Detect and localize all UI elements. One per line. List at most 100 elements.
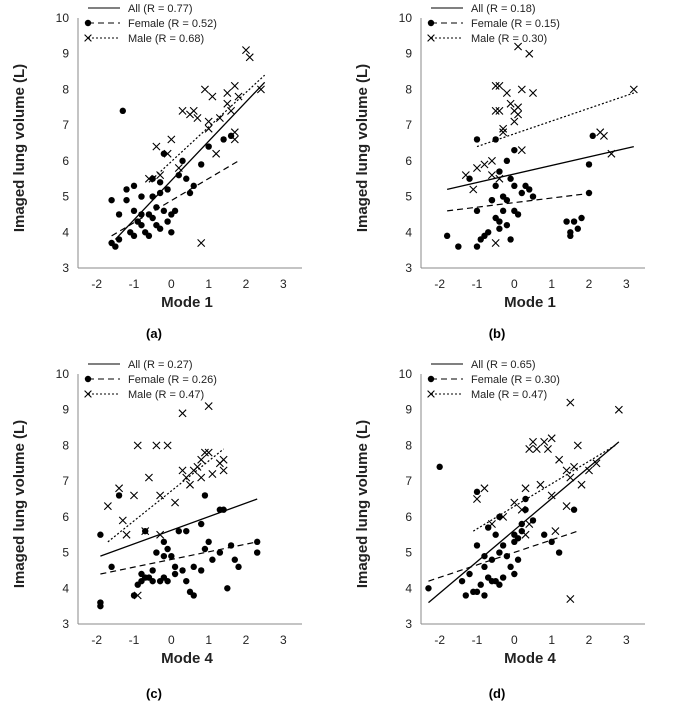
male-point xyxy=(197,473,206,482)
female-point xyxy=(254,538,261,546)
male-point xyxy=(219,466,228,475)
y-tick-label: 7 xyxy=(405,118,412,132)
female-point xyxy=(492,182,499,190)
female-point xyxy=(541,531,548,538)
y-tick-label: 10 xyxy=(56,367,70,381)
male-point xyxy=(163,149,172,158)
x-tick-label: 3 xyxy=(623,277,630,291)
male-point xyxy=(234,92,243,101)
male-point xyxy=(585,466,593,475)
male-point xyxy=(469,185,478,194)
male-point xyxy=(547,434,556,443)
female-point xyxy=(97,599,104,606)
male-point xyxy=(506,99,515,108)
male-point xyxy=(242,46,250,55)
female-point xyxy=(496,581,503,588)
x-tick-label: -1 xyxy=(472,277,483,291)
trendline-dashed xyxy=(428,530,578,582)
male-point xyxy=(487,520,496,528)
female-point xyxy=(499,542,507,549)
male-point xyxy=(607,149,616,158)
x-axis-title: Mode 1 xyxy=(504,294,556,311)
y-tick-label: 4 xyxy=(62,581,69,595)
male-point xyxy=(227,106,236,115)
female-point xyxy=(108,563,115,571)
panel-label-d: (d) xyxy=(488,686,506,701)
female-point xyxy=(462,592,469,599)
x-axis-title: Mode 4 xyxy=(161,650,213,667)
female-point xyxy=(436,463,443,471)
y-tick-label: 8 xyxy=(405,438,412,452)
female-point xyxy=(496,549,503,556)
female-point xyxy=(145,232,153,240)
trendline-dotted xyxy=(107,448,224,543)
female-point xyxy=(149,193,156,200)
male-point xyxy=(577,480,586,489)
female-point xyxy=(149,577,156,585)
y-tick-label: 4 xyxy=(405,225,412,239)
female-point xyxy=(186,189,194,197)
male-point xyxy=(573,441,582,450)
male-point xyxy=(186,480,194,489)
male-point xyxy=(208,92,217,101)
male-point xyxy=(521,530,530,539)
female-point xyxy=(499,207,507,215)
female-point xyxy=(425,585,432,592)
female-point xyxy=(570,506,578,513)
female-point xyxy=(205,143,212,150)
male-point xyxy=(174,164,183,172)
female-point xyxy=(168,211,175,218)
trendline-solid xyxy=(446,145,634,191)
male-point xyxy=(256,85,265,94)
male-point xyxy=(499,512,508,521)
female-point xyxy=(115,211,123,218)
x-tick-label: 0 xyxy=(168,633,175,647)
legend-label: All (R = 0.27) xyxy=(128,359,193,371)
female-point xyxy=(156,225,164,232)
female-point xyxy=(123,186,130,193)
male-point xyxy=(517,85,526,94)
female-point xyxy=(138,211,145,218)
legend-label: Female (R = 0.52) xyxy=(128,18,217,30)
female-point xyxy=(224,585,231,592)
legend-label: Female (R = 0.15) xyxy=(471,18,560,30)
female-point xyxy=(503,196,511,204)
male-point xyxy=(502,89,511,97)
legend-marker-dot xyxy=(427,375,435,383)
female-point xyxy=(138,221,145,229)
female-point xyxy=(160,538,168,546)
male-point xyxy=(514,110,523,119)
male-point xyxy=(197,239,206,247)
female-point xyxy=(473,207,481,215)
female-point xyxy=(585,189,593,197)
x-tick-label: 0 xyxy=(511,633,518,647)
female-point xyxy=(563,218,570,225)
y-tick-label: 8 xyxy=(405,82,412,96)
female-point xyxy=(156,179,164,186)
female-point xyxy=(171,563,179,571)
female-point xyxy=(492,531,499,538)
x-tick-label: 0 xyxy=(168,277,175,291)
y-tick-label: 3 xyxy=(405,261,412,275)
female-point xyxy=(514,535,522,542)
male-point xyxy=(204,117,213,126)
female-point xyxy=(496,168,503,175)
male-point xyxy=(473,164,481,172)
y-tick-label: 8 xyxy=(62,438,69,452)
female-point xyxy=(179,567,186,574)
legend-label: All (R = 0.65) xyxy=(471,359,536,371)
trendline-solid xyxy=(100,498,258,557)
legend-label: Male (R = 0.68) xyxy=(128,33,204,45)
male-point xyxy=(525,520,534,528)
male-point xyxy=(592,459,601,468)
male-point xyxy=(103,502,112,511)
chart-c: 3 4 5 6 7 8 9 10 -2 -1 0 1 2 3 Mode 4 Imaged lung volum… xyxy=(11,359,302,667)
y-tick-label: 10 xyxy=(399,367,413,381)
male-point xyxy=(197,455,206,464)
x-tick-label: 2 xyxy=(586,633,593,647)
female-point xyxy=(473,588,481,596)
male-point xyxy=(208,470,217,478)
female-point xyxy=(496,225,503,232)
female-point xyxy=(183,577,190,585)
male-point xyxy=(562,466,571,475)
